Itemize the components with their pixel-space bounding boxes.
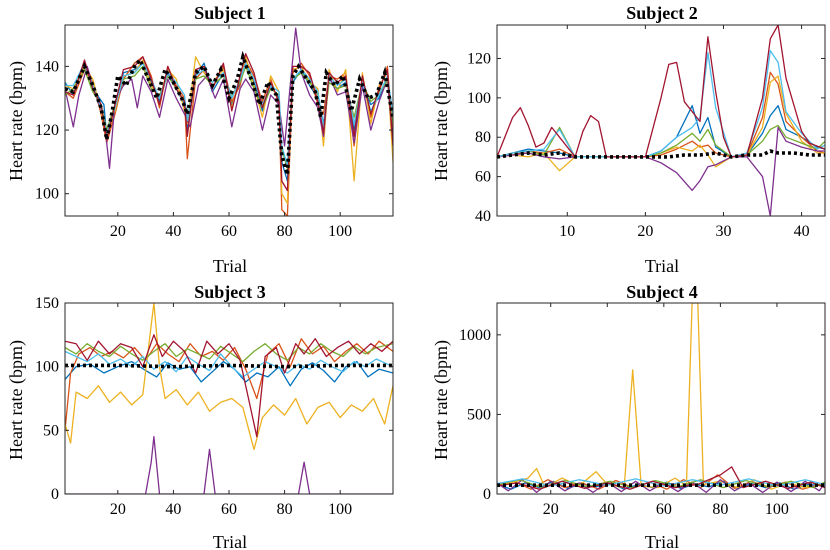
subject-4-x-tick-label: 80: [712, 501, 728, 518]
subject-2-series-line-3: [497, 75, 825, 172]
subject-3-series-line-5: [65, 343, 393, 363]
x-axis-label-subject-2: Trial: [645, 256, 679, 276]
subject-1-reference-line: [65, 50, 393, 176]
x-axis-label-subject-4: Trial: [645, 532, 679, 550]
subject-4-y-tick-label: 0: [483, 486, 491, 503]
y-axis-label-subject-2: Heart rate (bpm): [431, 61, 452, 181]
subject-2-reference-line: [497, 149, 825, 159]
subject-3-reference-line: [65, 363, 393, 369]
plot-area-subject-1: [65, 27, 393, 216]
subject-2-y-tick-label: 120: [467, 50, 491, 67]
subject-1-axes-box: [64, 24, 394, 217]
plot-area-subject-2: [497, 25, 825, 216]
subject-1-series-line-6: [65, 62, 393, 166]
subject-3-x-tick-label: 80: [277, 501, 293, 518]
panel-subject-4: Subject 4 Trial Heart rate (bpm) 20 40 60 8…: [431, 282, 826, 550]
subject-4-x-tick-label: 60: [656, 501, 672, 518]
panel-title-subject-2: Subject 2: [626, 3, 698, 23]
subject-2-series-line-2: [497, 71, 825, 158]
subject-2-x-tick-label: 20: [637, 223, 653, 240]
subject-2-series-line-1: [497, 105, 825, 158]
subject-3-series-line-4: [65, 436, 393, 494]
subject-1-x-tick-label: 20: [110, 223, 126, 240]
y-axis-label-subject-4: Heart rate (bpm): [431, 340, 452, 460]
panel-title-subject-1: Subject 1: [194, 3, 266, 23]
x-axis-label-subject-3: Trial: [213, 532, 247, 550]
subject-2-series-line-4: [497, 126, 825, 216]
subject-1-series-line-5: [65, 65, 393, 169]
subject-3-x-tick-label: 60: [221, 501, 237, 518]
plot-area-subject-4: [497, 303, 825, 494]
subject-3-series-line-6: [65, 350, 393, 378]
subject-1-x-tick-label: 60: [221, 223, 237, 240]
subject-3-series-line-3: [65, 303, 393, 451]
subject-4-series-line-3: [497, 303, 825, 490]
subject-2-axes-box: [496, 24, 826, 217]
subject-1-x-tick-label: 80: [277, 223, 293, 240]
panel-title-subject-3: Subject 3: [194, 282, 266, 302]
x-axis-label-subject-1: Trial: [213, 256, 247, 276]
subject-1-x-tick-label: 40: [165, 223, 181, 240]
subject-2-series-line-7: [497, 25, 825, 158]
subject-4-series-line-6: [497, 478, 825, 487]
subject-1-y-tick-label: 100: [35, 186, 59, 203]
subject-3-y-tick-label: 0: [51, 486, 59, 503]
panel-subject-1: Subject 1 Trial Heart rate (bpm) 20 40 60 8…: [6, 3, 394, 276]
subject-1-y-tick-label: 140: [35, 58, 59, 75]
y-axis-label-subject-3: Heart rate (bpm): [6, 340, 27, 460]
panel-subject-2: Subject 2 Trial Heart rate (bpm) 10 20 30 4…: [431, 3, 826, 276]
subject-1-y-tick-label: 120: [35, 122, 59, 139]
subject-1-x-tick-label: 100: [328, 223, 352, 240]
subject-3-x-tick-label: 20: [110, 501, 126, 518]
subject-2-y-tick-label: 40: [475, 208, 491, 225]
subject-4-axes-box: [496, 302, 826, 495]
subject-4-y-tick-label: 500: [467, 406, 491, 423]
subject-3-y-tick-label: 100: [35, 359, 59, 376]
subject-2-series-line-6: [497, 49, 825, 158]
subject-2-y-tick-label: 100: [467, 90, 491, 107]
y-axis-label-subject-1: Heart rate (bpm): [6, 61, 27, 181]
plot-area-subject-3: [65, 303, 393, 494]
subject-2-x-tick-label: 30: [715, 223, 731, 240]
subject-3-x-tick-label: 100: [328, 501, 352, 518]
subject-2-x-tick-label: 10: [559, 223, 575, 240]
panel-subject-3: Subject 3 Trial Heart rate (bpm) 20 40 60 8…: [6, 282, 394, 550]
subject-3-y-tick-label: 150: [35, 295, 59, 312]
subject-2-x-tick-label: 40: [794, 223, 810, 240]
subject-3-y-tick-label: 50: [43, 422, 59, 439]
subject-4-x-tick-label: 100: [765, 501, 789, 518]
subject-3-series-line-7: [65, 334, 393, 438]
subject-2-y-tick-label: 80: [475, 129, 491, 146]
subject-4-x-tick-label: 20: [543, 501, 559, 518]
subject-2-y-tick-label: 60: [475, 169, 491, 186]
subject-3-x-tick-label: 40: [165, 501, 181, 518]
subject-4-y-tick-label: 1000: [459, 327, 491, 344]
panel-title-subject-4: Subject 4: [626, 282, 698, 302]
subject-4-x-tick-label: 40: [599, 501, 615, 518]
